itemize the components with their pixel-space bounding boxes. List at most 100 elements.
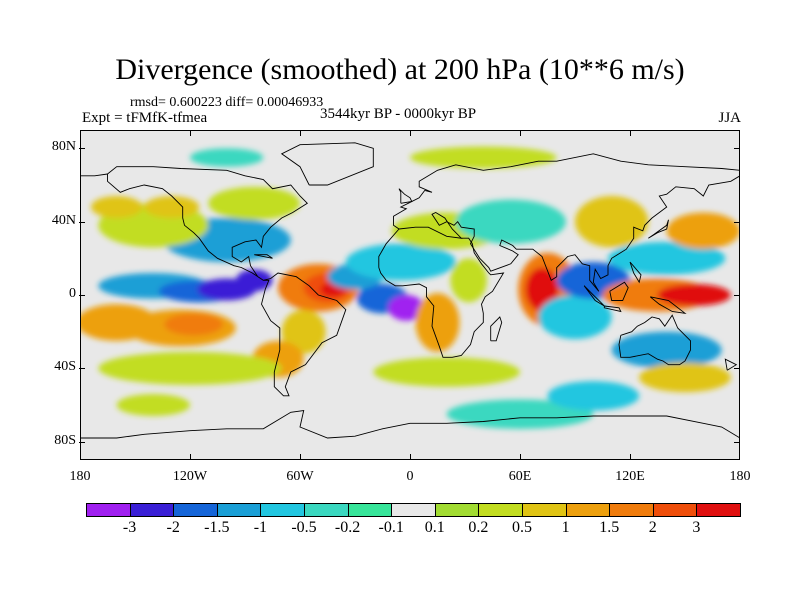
map-plot-area: [80, 130, 740, 460]
field-anomaly-20: [345, 243, 456, 281]
lat-tick: [79, 368, 85, 370]
coastline-12: [398, 188, 413, 204]
field-anomaly-18: [388, 295, 425, 321]
coastline-14: [648, 219, 669, 239]
field-anomaly-41: [410, 146, 557, 169]
field-anomaly-2: [164, 313, 223, 336]
colorbar-label: 0.2: [468, 519, 489, 536]
coastline-10: [649, 296, 687, 314]
field-anomaly-9: [91, 196, 143, 218]
lat-tick: [734, 368, 740, 370]
field-anomaly-33: [611, 331, 722, 369]
field-anomaly-15: [281, 309, 326, 354]
field-anomaly-24: [455, 199, 566, 244]
colorbar-box: [609, 503, 654, 517]
map-title: Divergence (smoothed) at 200 hPa (10**6 …: [115, 53, 685, 86]
coastline-0: [107, 166, 347, 397]
lat-tick: [79, 148, 85, 150]
field-anomaly-6: [235, 269, 273, 292]
lat-label: 80N: [51, 139, 76, 155]
lon-tick: [630, 130, 631, 136]
colorbar-box: [696, 503, 741, 517]
field-anomaly-21: [415, 293, 460, 352]
colorbar-box: [565, 503, 611, 517]
colorbar-box: [434, 503, 480, 517]
colorbar-label: 2: [648, 519, 657, 536]
coastline-9: [609, 281, 629, 301]
coastlines: [80, 142, 740, 439]
lon-tick: [190, 454, 191, 460]
lat-tick: [79, 295, 85, 296]
coastline-13: [280, 142, 374, 186]
colorbar-label: -0.5: [291, 519, 317, 536]
colorbar-box: [216, 503, 262, 517]
stats-text: rmsd= 0.600223 diff= 0.00046933: [130, 95, 324, 110]
lon-tick: [520, 454, 521, 460]
divergence-field: [80, 146, 740, 429]
colorbar-box: [303, 503, 349, 517]
colorbar-label: -2: [166, 519, 180, 536]
field-anomaly-11: [208, 186, 300, 220]
coastline-3: [398, 175, 740, 292]
colorbar-box: [173, 503, 218, 517]
lon-label: 180: [69, 469, 91, 484]
colorbar-box: [391, 503, 436, 517]
colorbar-label: -1: [253, 519, 268, 536]
coastline-16: [724, 358, 738, 371]
field-anomaly-10: [144, 196, 200, 218]
lon-tick: [80, 130, 81, 136]
lon-tick: [630, 454, 631, 460]
map-svg: [80, 130, 740, 460]
coastline-6: [80, 409, 740, 439]
lat-label: 0: [69, 286, 76, 301]
coastline-8: [603, 305, 622, 313]
lat-tick: [734, 441, 740, 443]
lon-label: 180: [729, 469, 751, 484]
coastline-7: [583, 285, 605, 307]
lon-tick: [80, 454, 81, 460]
lon-label: 120W: [172, 469, 208, 484]
lat-tick: [79, 221, 85, 223]
lon-tick: [739, 130, 740, 136]
lon-tick: [520, 130, 521, 136]
lon-label: 0: [406, 469, 414, 484]
colorbar-box: [652, 503, 698, 517]
colorbar-label: 1: [561, 519, 570, 536]
colorbar-box: [347, 503, 393, 517]
colorbar-box: [86, 503, 131, 517]
lon-tick: [190, 130, 191, 136]
field-anomaly-27: [538, 295, 612, 339]
field-anomaly-32: [657, 284, 731, 306]
colorbar-box: [478, 503, 523, 517]
colorbar-label: -1.5: [204, 519, 230, 536]
coastline-11: [490, 316, 503, 342]
field-anomaly-35: [98, 351, 282, 385]
colorbar: [86, 503, 741, 517]
lat-tick: [734, 148, 740, 150]
period-label: 3544kyr BP - 0000kyr BP: [320, 106, 477, 122]
field-anomaly-30: [608, 241, 726, 275]
colorbar-label: 0.5: [512, 519, 532, 536]
colorbar-label: 1.5: [599, 519, 620, 536]
colorbar-label: -0.1: [378, 519, 404, 536]
lon-tick: [410, 454, 411, 460]
lat-tick: [734, 295, 740, 296]
coastline-5: [618, 314, 691, 366]
field-anomaly-22: [450, 258, 487, 303]
season-label: JJA: [718, 110, 741, 126]
lat-tick: [734, 221, 740, 223]
field-anomaly-40: [116, 394, 190, 416]
lon-label: 120E: [615, 469, 645, 484]
lon-label: 60E: [508, 469, 532, 484]
colorbar-label: -3: [122, 519, 137, 536]
lat-tick: [79, 441, 85, 443]
lon-tick: [739, 454, 740, 460]
lon-label: 60W: [286, 469, 314, 484]
experiment-label: Expt = tFMfK-tfmea: [82, 110, 208, 126]
field-anomaly-34: [666, 212, 740, 250]
lat-label: 40N: [51, 212, 76, 228]
field-anomaly-29: [575, 196, 649, 248]
field-anomaly-42: [190, 148, 264, 167]
coastline-2: [80, 173, 108, 177]
lat-label: 40S: [54, 359, 76, 375]
